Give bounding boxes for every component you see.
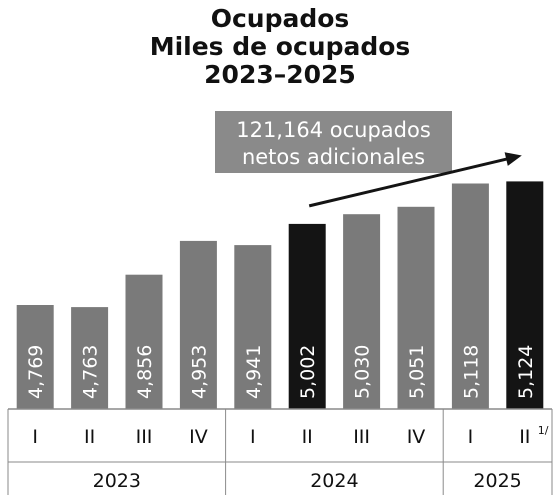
quarter-label: II (302, 426, 313, 448)
annotation-box (215, 111, 452, 173)
bar-value-label: 4,953 (188, 345, 210, 399)
annotation-line-1: 121,164 ocupados (236, 118, 431, 142)
quarter-label: I (250, 426, 256, 448)
bar-2025-i (451, 183, 489, 409)
year-label: 2024 (310, 470, 358, 492)
x-axis: I II III IV I II III IV I II 1/2023 2024 2025 (7, 408, 553, 495)
quarter-label: I (32, 426, 38, 448)
footnote-mark: 1/ (538, 424, 549, 437)
bar-2023-ii (71, 307, 109, 409)
bar-value-label: 5,124 (515, 345, 537, 399)
bar-2024-iv (397, 206, 435, 409)
bar-2023-i (16, 305, 54, 409)
bar-2024-ii (288, 223, 326, 409)
trend-arrow-line (308, 157, 509, 208)
quarter-label: IV (407, 426, 426, 448)
bar-2023-iii (125, 274, 163, 409)
chart-title-line-1: Ocupados (211, 4, 350, 33)
bar-value-label: 5,051 (406, 345, 428, 399)
year-label: 2023 (93, 470, 141, 492)
bar-2024-i (234, 245, 272, 409)
bar-value-label: 5,118 (460, 345, 482, 399)
bar-2023-iv (179, 240, 217, 409)
quarter-label: III (136, 426, 153, 448)
quarter-label: II (519, 426, 530, 448)
chart-title-line-3: 2023–2025 (204, 60, 356, 89)
annotation-line-2: netos adicionales (242, 145, 425, 169)
quarter-label: II (84, 426, 95, 448)
bar-value-label: 4,769 (25, 345, 47, 399)
bar-value-label: 5,002 (297, 345, 319, 399)
chart-title-line-2: Miles de ocupados (150, 32, 411, 61)
bar-value-label: 4,941 (243, 345, 265, 399)
quarter-label: III (353, 426, 370, 448)
quarter-label: I (468, 426, 474, 448)
bars-group: 4,769 4,763 4,856 4,953 4,941 5,002 5,030 5,051… (16, 181, 544, 409)
bar-value-label: 5,030 (352, 345, 374, 399)
bar-value-label: 4,763 (80, 345, 102, 399)
quarter-label: IV (189, 426, 208, 448)
bar-2024-iii (343, 214, 381, 409)
annotation-group: 121,164 ocupados netos adicionales (215, 111, 522, 208)
bar-value-label: 4,856 (134, 345, 156, 399)
trend-arrow-head (504, 152, 522, 166)
year-label: 2025 (473, 470, 521, 492)
bar-2025-ii (506, 181, 544, 409)
